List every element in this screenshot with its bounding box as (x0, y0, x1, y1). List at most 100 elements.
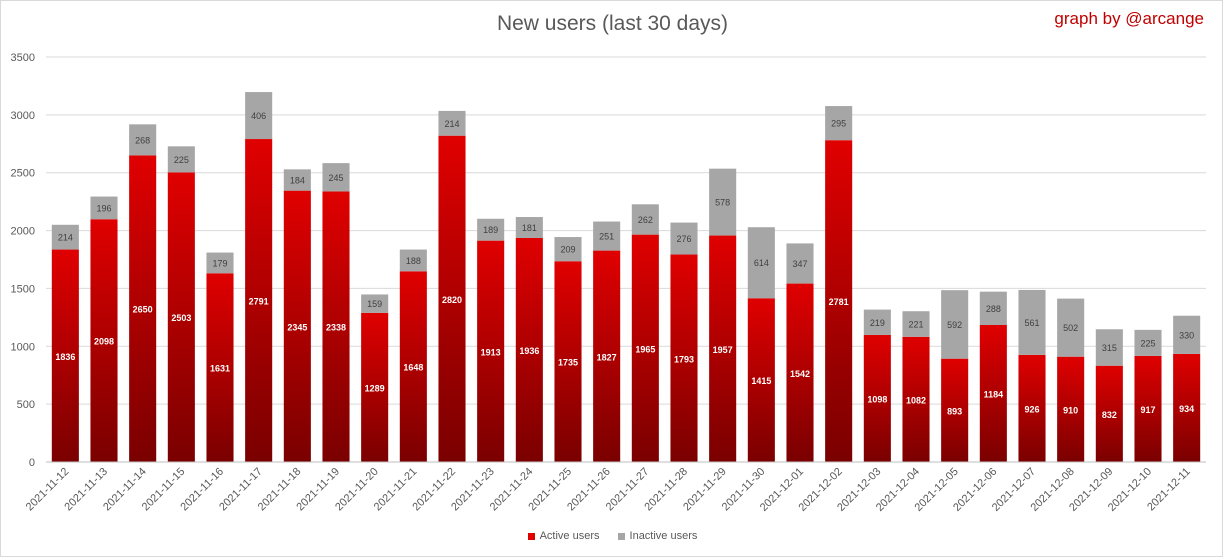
y-tick-label: 1500 (11, 283, 35, 295)
legend: Active users Inactive users (1, 530, 1223, 542)
bar-active-users (206, 273, 234, 462)
data-label-inactive: 245 (328, 173, 343, 183)
y-tick-label: 2000 (11, 226, 35, 238)
data-label-inactive: 262 (638, 215, 653, 225)
data-label-active: 1735 (558, 358, 578, 368)
data-label-inactive: 225 (1140, 338, 1155, 348)
data-label-active: 832 (1102, 410, 1117, 420)
bar-active-users (438, 135, 466, 462)
bar-active-users (361, 312, 389, 462)
data-label-inactive: 209 (560, 245, 575, 255)
data-label-inactive: 561 (1024, 318, 1039, 328)
data-label-active: 917 (1140, 405, 1155, 415)
bar-active-users (1095, 365, 1123, 462)
bar-inactive-users (361, 294, 389, 313)
bar-active-users (322, 191, 350, 462)
data-label-inactive: 188 (406, 256, 421, 266)
bar-inactive-users (1134, 329, 1162, 356)
bar-active-users (631, 234, 659, 462)
data-label-active: 926 (1024, 404, 1039, 414)
data-label-inactive: 578 (715, 198, 730, 208)
bar-inactive-users (477, 218, 505, 241)
legend-item-inactive: Inactive users (617, 530, 698, 542)
bar-inactive-users (438, 110, 466, 136)
bar-active-users (129, 155, 157, 462)
chart-credit: graph by @arcange (1054, 9, 1204, 28)
bar-active-users (825, 140, 853, 462)
data-label-active: 1836 (55, 352, 75, 362)
bar-inactive-users (863, 309, 891, 335)
data-label-active: 1082 (906, 395, 926, 405)
data-label-active: 2338 (326, 323, 346, 333)
bar-inactive-users (747, 227, 775, 299)
y-tick-label: 0 (29, 457, 35, 469)
bar-active-users (593, 250, 621, 462)
legend-swatch-active (527, 532, 535, 540)
bar-active-users (1057, 356, 1085, 462)
bar-active-users (515, 237, 543, 462)
data-label-active: 2345 (287, 322, 307, 332)
bar-active-users (283, 190, 311, 462)
bar-active-users (863, 334, 891, 462)
data-label-active: 1965 (635, 344, 655, 354)
y-tick-label: 500 (17, 399, 35, 411)
chart-title: New users (last 30 days) (496, 12, 729, 35)
bar-inactive-users (1018, 289, 1046, 355)
bar-active-users (1173, 353, 1201, 462)
bar-inactive-users (786, 243, 814, 284)
bar-inactive-users (825, 106, 853, 141)
data-label-inactive: 196 (96, 203, 111, 213)
data-label-active: 2650 (133, 305, 153, 315)
bar-inactive-users (941, 290, 969, 359)
data-label-active: 1631 (210, 364, 230, 374)
bar-inactive-users (554, 237, 582, 262)
bar-inactive-users (631, 204, 659, 235)
bar-inactive-users (1173, 315, 1201, 354)
data-label-inactive: 295 (831, 119, 846, 129)
bar-active-users (245, 139, 273, 462)
data-label-inactive: 288 (986, 304, 1001, 314)
data-label-active: 2820 (442, 295, 462, 305)
data-label-active: 910 (1063, 405, 1078, 415)
data-label-inactive: 225 (174, 155, 189, 165)
data-label-inactive: 181 (522, 223, 537, 233)
data-label-inactive: 214 (444, 119, 459, 129)
bar-active-users (941, 358, 969, 462)
bar-active-users (477, 240, 505, 462)
bar-active-users (902, 336, 930, 462)
data-label-inactive: 221 (908, 320, 923, 330)
bar-inactive-users (167, 146, 195, 173)
bar-active-users (747, 298, 775, 462)
data-label-inactive: 592 (947, 320, 962, 330)
data-label-active: 893 (947, 406, 962, 416)
data-label-active: 934 (1179, 404, 1194, 414)
bar-inactive-users (206, 252, 234, 274)
data-label-inactive: 189 (483, 225, 498, 235)
bar-inactive-users (593, 221, 621, 251)
legend-label-inactive: Inactive users (629, 530, 698, 542)
bar-inactive-users (709, 168, 737, 236)
bar-active-users (670, 254, 698, 462)
data-label-inactive: 614 (754, 258, 769, 268)
data-label-active: 1289 (365, 383, 385, 393)
bar-active-users (167, 172, 195, 463)
legend-swatch-inactive (617, 532, 625, 540)
bar-active-users (979, 324, 1007, 462)
bar-inactive-users (670, 222, 698, 255)
y-tick-label: 3000 (11, 110, 35, 122)
bar-active-users (786, 283, 814, 462)
data-label-active: 1913 (481, 347, 501, 357)
bar-inactive-users (90, 196, 118, 220)
bar-active-users (554, 261, 582, 462)
data-label-inactive: 219 (870, 318, 885, 328)
data-label-active: 2781 (829, 297, 849, 307)
data-label-inactive: 184 (290, 176, 305, 186)
data-label-active: 2503 (171, 313, 191, 323)
data-label-inactive: 406 (251, 111, 266, 121)
bar-active-users (90, 219, 118, 462)
data-label-active: 1098 (867, 394, 887, 404)
y-tick-label: 1000 (11, 341, 35, 353)
data-label-active: 1957 (713, 345, 733, 355)
bar-inactive-users (283, 169, 311, 191)
